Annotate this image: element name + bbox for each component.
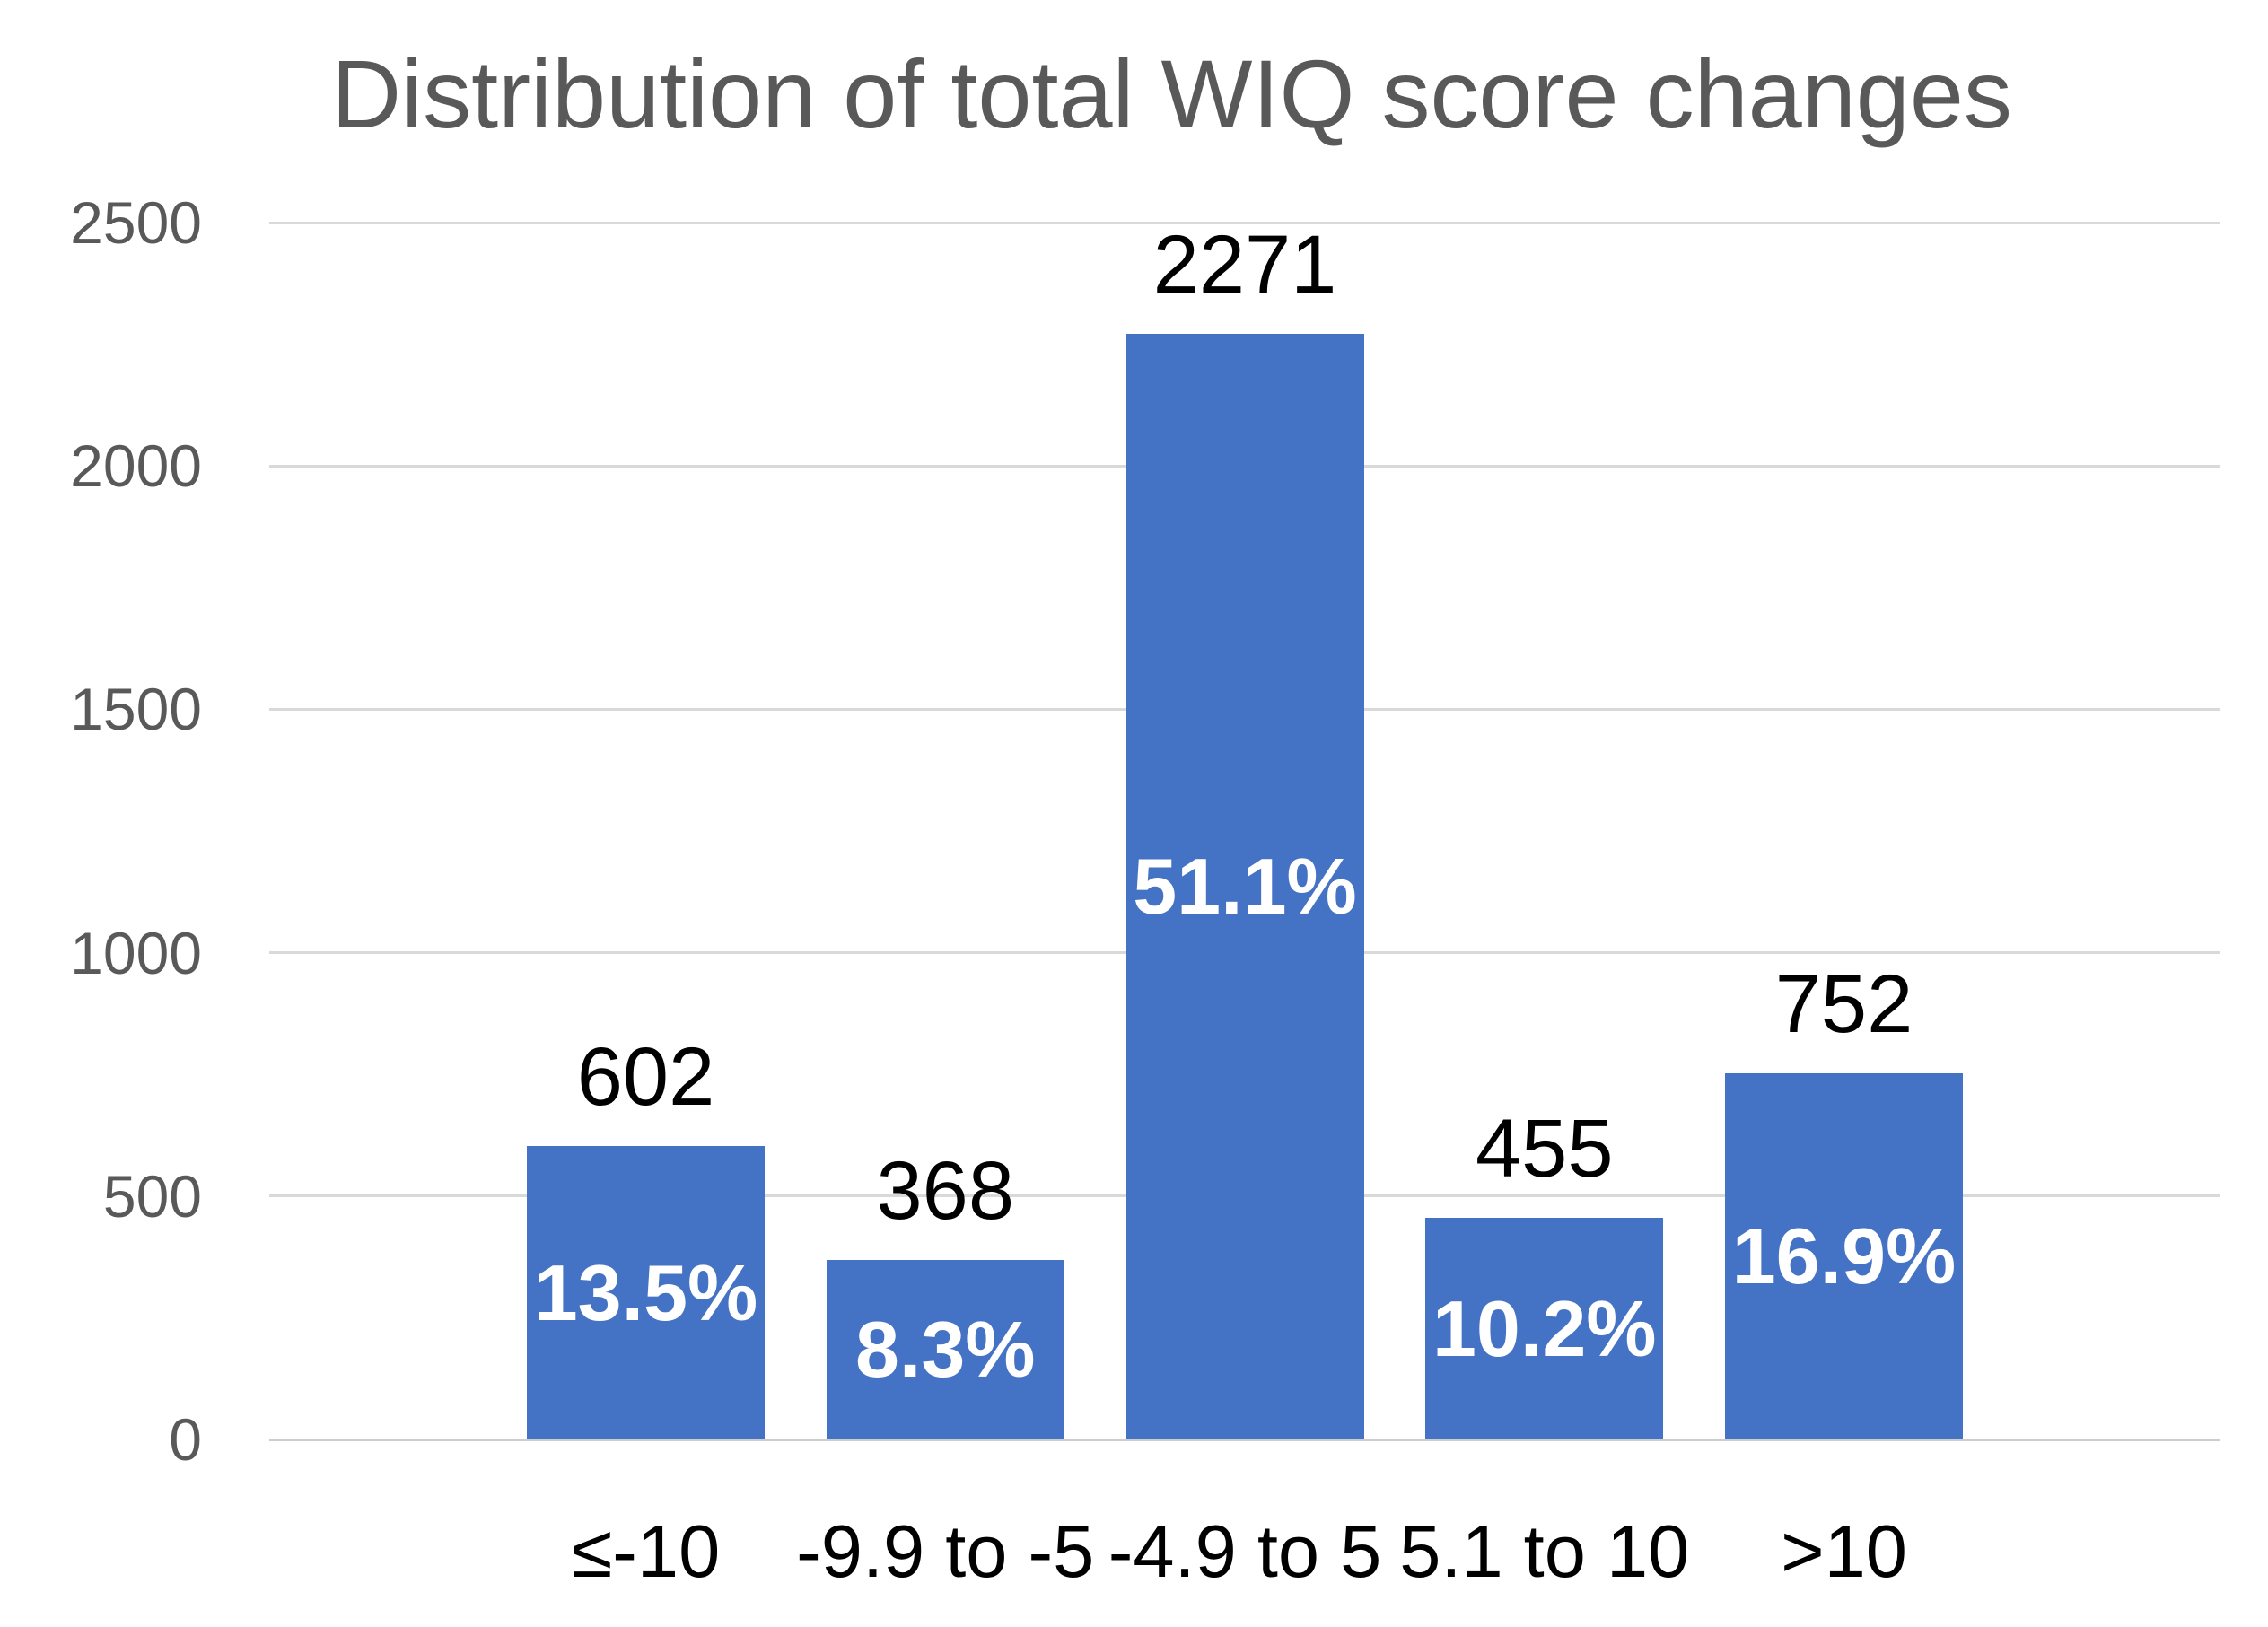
x-axis-category-label: ≤-10 bbox=[571, 1509, 721, 1593]
x-axis-category-label: -4.9 to 5 bbox=[1108, 1509, 1382, 1593]
y-axis-tick-label: 1000 bbox=[70, 919, 202, 986]
bar-percent-label: 51.1% bbox=[1133, 842, 1357, 932]
bar-percent-label: 13.5% bbox=[533, 1247, 758, 1337]
bar-value-label: 752 bbox=[1774, 958, 1913, 1051]
bar-value-label: 602 bbox=[576, 1031, 715, 1124]
bar bbox=[1425, 1218, 1664, 1439]
x-axis-category-label: 5.1 to 10 bbox=[1399, 1509, 1690, 1593]
bar bbox=[1725, 1073, 1963, 1439]
y-axis-tick-label: 1500 bbox=[70, 676, 202, 743]
bar-percent-label: 10.2% bbox=[1432, 1283, 1657, 1373]
bar-percent-label: 8.3% bbox=[854, 1305, 1036, 1395]
y-axis-tick-label: 0 bbox=[169, 1406, 202, 1473]
bar-value-label: 2271 bbox=[1152, 219, 1337, 311]
x-axis-category-label: -9.9 to -5 bbox=[796, 1509, 1095, 1593]
zero-gridline bbox=[269, 1438, 2220, 1441]
bar-value-label: 455 bbox=[1476, 1103, 1614, 1195]
gridline bbox=[269, 221, 2220, 224]
bar-percent-label: 16.9% bbox=[1731, 1212, 1957, 1301]
bar bbox=[527, 1146, 765, 1439]
bar bbox=[826, 1260, 1064, 1439]
y-axis-tick-label: 2500 bbox=[70, 189, 202, 256]
bar-value-label: 368 bbox=[876, 1145, 1015, 1238]
bar bbox=[1125, 334, 1364, 1439]
x-axis-category-label: >10 bbox=[1781, 1509, 1907, 1593]
y-axis-tick-label: 2000 bbox=[70, 433, 202, 500]
y-axis-tick-label: 500 bbox=[102, 1162, 202, 1229]
chart-title: Distribution of total WIQ score changes bbox=[331, 39, 2012, 148]
